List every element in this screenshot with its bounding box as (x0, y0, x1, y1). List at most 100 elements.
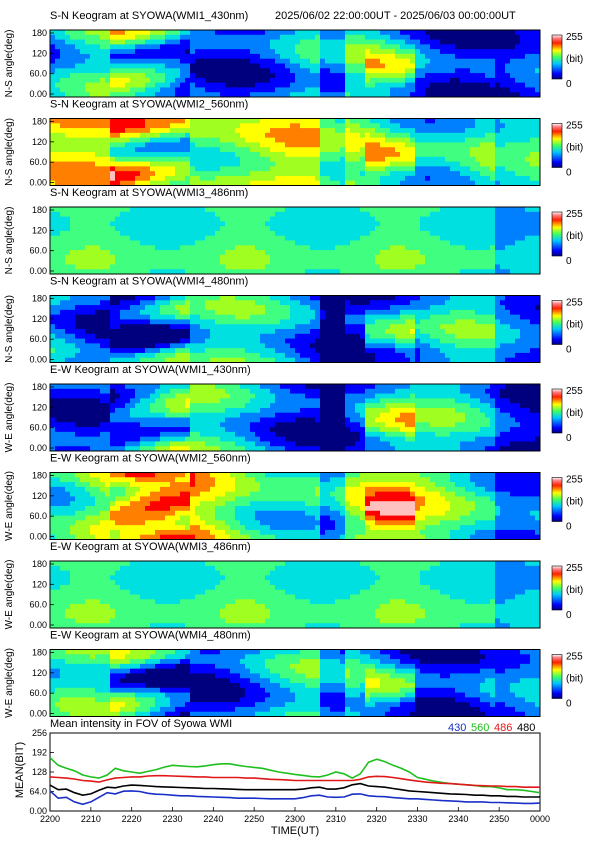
legend-entry-560: 560 (471, 722, 489, 734)
colorbar (551, 211, 563, 257)
keogram-tick: 0.00 (29, 89, 47, 99)
keogram-frame (49, 649, 541, 717)
legend-entry-486: 486 (494, 722, 512, 734)
keogram-frame (49, 118, 541, 186)
colorbar-unit: (bit) (566, 674, 583, 685)
keogram-title: S-N Keogram at SYOWA(WMI1_430nm) (50, 10, 248, 22)
colorbar-min: 0 (566, 79, 572, 90)
keogram-ylabel: W-E angle(deg) (4, 648, 15, 718)
keogram-ylabel: N-S angle(deg) (4, 207, 15, 275)
keogram-heatmap (50, 649, 541, 717)
colorbar (551, 477, 563, 522)
keogram-tick: 60.0 (29, 334, 47, 344)
keogram-tick: 60.0 (29, 69, 47, 79)
line-x-tick: 0000 (530, 814, 550, 824)
keogram-tick: 120 (32, 137, 47, 147)
line-x-tick: 2340 (448, 814, 468, 824)
colorbar (551, 388, 563, 434)
colorbar-max: 255 (566, 563, 583, 574)
keogram-tick: 120 (32, 491, 47, 501)
line-x-tick: 2310 (326, 814, 346, 824)
line-x-tick: 2300 (285, 814, 305, 824)
keogram-panels: S-N Keogram at SYOWA(WMI1_430nm) N-S angl… (4, 10, 583, 719)
keogram-ylabel: N-S angle(deg) (4, 30, 15, 98)
keogram-heatmap (50, 207, 541, 275)
keogram-ylabel: W-E angle(deg) (4, 471, 15, 541)
line-x-tick: 2230 (162, 814, 182, 824)
legend-entry-430: 430 (448, 722, 466, 734)
colorbar-unit: (bit) (566, 408, 583, 419)
line-x-tick: 2330 (407, 814, 427, 824)
colorbar-max: 255 (566, 298, 583, 309)
colorbar (551, 123, 563, 168)
keogram-panel: S-N Keogram at SYOWA(WMI3_486nm) N-S angl… (4, 187, 583, 276)
colorbar-unit: (bit) (566, 54, 583, 65)
colorbar-max: 255 (566, 209, 583, 220)
keogram-heatmap (50, 472, 541, 540)
keogram-tick: 60.0 (29, 423, 47, 433)
keogram-panel: E-W Keogram at SYOWA(WMI3_486nm) W-E angl… (4, 541, 583, 630)
colorbar-min: 0 (566, 522, 572, 533)
keogram-frame (49, 295, 541, 363)
keogram-tick: 60.0 (29, 600, 47, 610)
colorbar-max: 255 (566, 652, 583, 663)
line-y-tick: 256 (32, 728, 47, 738)
colorbar (551, 34, 563, 80)
colorbar-unit: (bit) (566, 231, 583, 242)
keogram-frame (49, 472, 541, 540)
colorbar-max: 255 (566, 386, 583, 397)
keogram-panel: E-W Keogram at SYOWA(WMI2_560nm) W-E angl… (4, 453, 583, 542)
keogram-tick: 60.0 (29, 688, 47, 698)
keogram-tick: 120 (32, 668, 47, 678)
keogram-title: E-W Keogram at SYOWA(WMI2_560nm) (50, 453, 251, 465)
colorbar-max: 255 (566, 475, 583, 486)
line-x-tick: 2210 (81, 814, 101, 824)
colorbar-min: 0 (566, 433, 572, 444)
colorbar-min: 0 (566, 699, 572, 710)
keogram-tick: 0.00 (29, 178, 47, 188)
keogram-tick: 0.00 (29, 620, 47, 630)
colorbar-unit: (bit) (566, 320, 583, 331)
colorbar-min: 0 (566, 168, 572, 179)
keogram-title: E-W Keogram at SYOWA(WMI1_430nm) (50, 364, 251, 376)
keogram-tick: 60.0 (29, 511, 47, 521)
keogram-heatmap (50, 384, 541, 452)
line-y-tick: 0.00 (29, 806, 47, 816)
keogram-frame (49, 206, 541, 275)
line-chart-ylabel: MEAN(BIT) (14, 742, 26, 798)
colorbar-unit: (bit) (566, 143, 583, 154)
mean-intensity-panel: Mean intensity in FOV of Syowa WMI TIME(… (14, 718, 550, 837)
keogram-tick: 0.00 (29, 266, 47, 276)
header-time-range: 2025/06/02 22:00:00UT - 2025/06/03 00:00… (275, 10, 516, 22)
keogram-tick: 180 (32, 205, 47, 215)
colorbar-min: 0 (566, 610, 572, 621)
keogram-tick: 0.00 (29, 443, 47, 453)
keogram-tick: 0.00 (29, 709, 47, 719)
keogram-heatmap (50, 295, 541, 363)
line-chart-xlabel: TIME(UT) (271, 825, 319, 837)
series-line-430 (49, 790, 541, 806)
keogram-heatmap (50, 118, 541, 186)
keogram-tick: 60.0 (29, 246, 47, 256)
keogram-tick: 180 (32, 648, 47, 658)
keogram-tick: 120 (32, 225, 47, 235)
keogram-tick: 180 (32, 471, 47, 481)
colorbar-max: 255 (566, 121, 583, 132)
keogram-tick: 0.00 (29, 355, 47, 365)
keogram-panel: E-W Keogram at SYOWA(WMI4_480nm) W-E angl… (4, 630, 583, 719)
line-x-tick: 2200 (40, 814, 60, 824)
keogram-frame (49, 560, 541, 629)
legend-entry-480: 480 (517, 722, 535, 734)
line-y-tick: 128 (32, 767, 47, 777)
keogram-tick: 180 (32, 117, 47, 127)
colorbar-unit: (bit) (566, 585, 583, 596)
keogram-tick: 120 (32, 402, 47, 412)
keogram-tick: 0.00 (29, 532, 47, 542)
keogram-heatmap (50, 30, 541, 98)
keogram-tick: 60.0 (29, 157, 47, 167)
colorbar-min: 0 (566, 256, 572, 267)
keogram-frame (49, 383, 541, 452)
keogram-panel: S-N Keogram at SYOWA(WMI4_480nm) N-S angl… (4, 276, 583, 365)
line-y-tick: 192 (32, 748, 47, 758)
